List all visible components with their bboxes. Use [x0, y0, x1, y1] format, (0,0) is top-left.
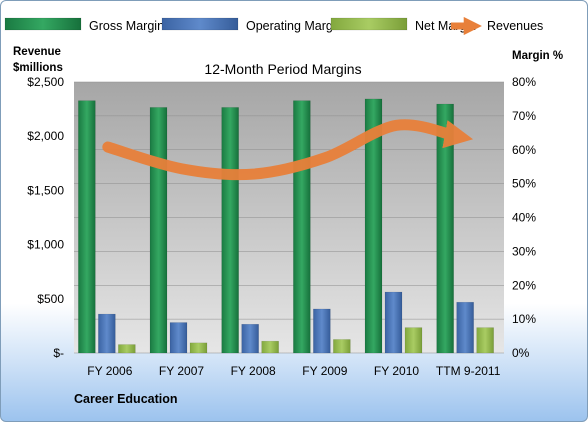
- left-tick-label: $500: [37, 292, 64, 306]
- right-tick-label: 60%: [512, 143, 536, 157]
- right-axis-title: Margin %: [512, 50, 563, 62]
- legend: Gross Margin Operating Margin Net Margin Re…: [4, 16, 543, 36]
- gross-margin-bar: [436, 103, 454, 354]
- x-tick-label: FY 2009: [302, 364, 347, 378]
- net-margin-bar: [189, 342, 208, 354]
- operating-margin-bar: [241, 323, 259, 354]
- net-margin-bar: [333, 339, 351, 354]
- left-axis-ticks: $- $500 $1,000 $1,500 $2,000 $2,500: [27, 75, 64, 360]
- left-tick-label: $2,500: [27, 75, 64, 89]
- legend-gross-margin-swatch: [4, 17, 82, 31]
- right-tick-label: 40%: [512, 211, 536, 225]
- x-tick-label: FY 2010: [374, 364, 419, 378]
- legend-net-margin-swatch: [330, 17, 408, 31]
- net-margin-bar: [476, 327, 494, 354]
- legend-revenues-label: Revenues: [487, 19, 543, 33]
- gross-margin-bar: [78, 100, 96, 354]
- gross-margin-bar: [293, 100, 311, 354]
- net-margin-bar: [404, 327, 423, 354]
- right-tick-label: 20%: [512, 278, 536, 292]
- revenue-line-path: [102, 119, 474, 181]
- gross-margin-bar: [364, 98, 383, 354]
- net-margin-bar: [118, 344, 136, 354]
- right-tick-label: 10%: [512, 312, 536, 326]
- operating-margin-bar: [169, 322, 188, 354]
- right-tick-label: 0%: [512, 346, 530, 360]
- legend-operating-margin-label: Operating Margin: [246, 19, 343, 33]
- x-axis-ticks: FY 2006 FY 2007 FY 2008 FY 2009 FY 2010 TTM 9…: [87, 364, 500, 378]
- legend-gross-margin-label: Gross Margin: [89, 19, 164, 33]
- x-tick-label: FY 2006: [87, 364, 132, 378]
- operating-margin-bar: [98, 313, 116, 354]
- gross-margin-bar: [221, 107, 239, 354]
- revenue-line: [102, 119, 474, 181]
- right-tick-label: 30%: [512, 244, 536, 258]
- left-tick-label: $1,000: [27, 238, 64, 252]
- legend-operating-margin-swatch: [161, 17, 239, 31]
- right-tick-label: 50%: [512, 177, 536, 191]
- right-tick-label: 70%: [512, 109, 536, 123]
- gross-margin-bar: [149, 107, 168, 354]
- x-tick-label: FY 2007: [159, 364, 204, 378]
- x-tick-label: FY 2008: [231, 364, 276, 378]
- bars: [78, 98, 494, 354]
- operating-margin-bar: [456, 301, 474, 354]
- chart-title: 12-Month Period Margins: [204, 61, 361, 77]
- left-tick-label: $2,000: [27, 129, 64, 143]
- left-tick-label: $1,500: [27, 183, 64, 197]
- x-tick-label: TTM 9-2011: [436, 364, 501, 378]
- footer-label: Career Education: [74, 392, 178, 406]
- operating-margin-bar: [384, 291, 403, 354]
- net-margin-bar: [261, 340, 279, 354]
- left-axis-title: Revenue $millions: [13, 46, 64, 74]
- right-axis-ticks: 0% 10% 20% 30% 40% 50% 60% 70% 80%: [512, 75, 536, 360]
- left-tick-label: $-: [53, 346, 64, 360]
- operating-margin-bar: [313, 308, 331, 354]
- gridlines: [74, 81, 504, 354]
- right-tick-label: 80%: [512, 75, 536, 89]
